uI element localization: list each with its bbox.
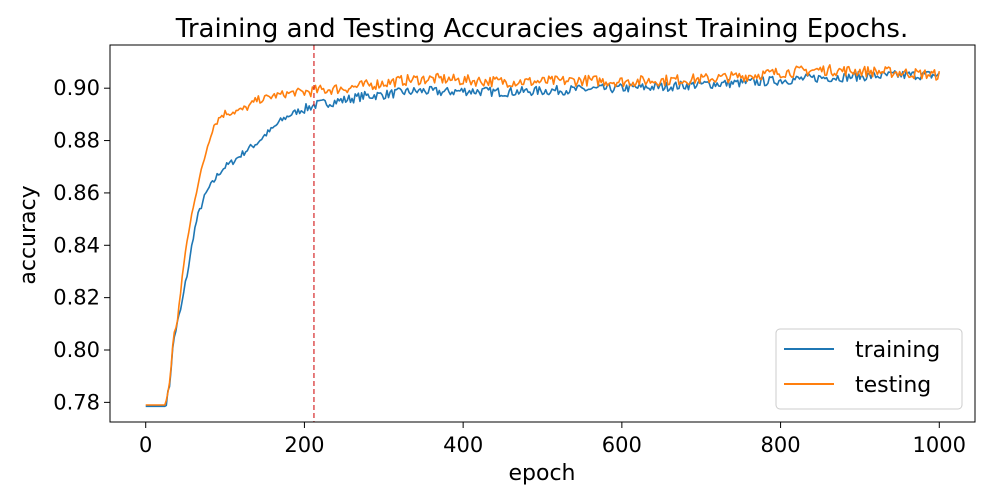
y-tick-label: 0.78: [53, 390, 100, 414]
legend-label-testing: testing: [855, 373, 931, 398]
x-tick-label: 800: [761, 433, 801, 457]
chart-title: Training and Testing Accuracies against …: [175, 14, 908, 44]
y-tick-label: 0.84: [53, 233, 100, 257]
y-tick-label: 0.82: [53, 286, 100, 310]
x-tick-label: 600: [602, 433, 642, 457]
x-tick-label: 1000: [913, 433, 966, 457]
legend-label-training: training: [855, 338, 940, 363]
y-axis-label: accuracy: [16, 185, 41, 284]
plot-area: 0 200 400 600 800 1000 0.78 0.80 0.82 0.84 0.86 0.8…: [53, 44, 976, 457]
x-tick-label: 0: [139, 433, 152, 457]
x-tick-label: 400: [443, 433, 483, 457]
y-tick-label: 0.90: [53, 76, 100, 100]
x-axis-label: epoch: [509, 461, 576, 486]
y-tick-label: 0.86: [53, 181, 100, 205]
axes-frame: [109, 44, 976, 423]
x-tick-label: 200: [284, 433, 324, 457]
y-tick-label: 0.80: [53, 338, 100, 362]
legend: training testing: [775, 328, 963, 410]
y-tick-label: 0.88: [53, 129, 100, 153]
series-line-testing: [145, 64, 941, 406]
